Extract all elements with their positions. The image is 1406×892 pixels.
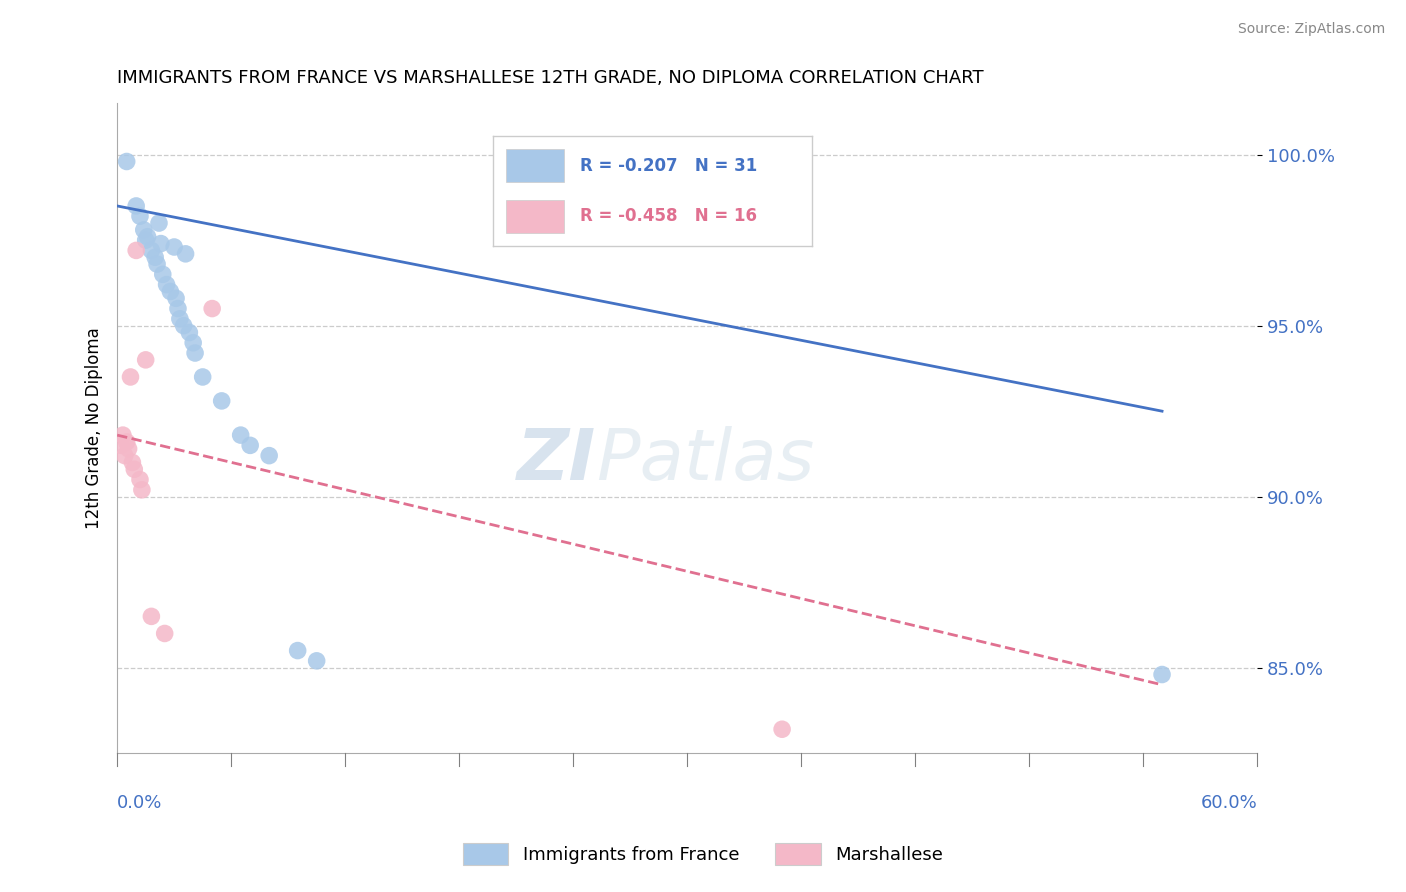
Point — [173, 318, 195, 333]
Point — [169, 311, 191, 326]
Point — [159, 285, 181, 299]
Point — [111, 428, 134, 442]
Point — [155, 277, 177, 292]
Point — [174, 247, 197, 261]
Point — [124, 462, 146, 476]
Point — [211, 393, 233, 408]
Point — [135, 233, 157, 247]
Point — [141, 609, 163, 624]
Point — [143, 250, 166, 264]
Point — [184, 346, 207, 360]
Point — [129, 473, 152, 487]
Point — [115, 154, 138, 169]
Legend: Immigrants from France, Marshallese: Immigrants from France, Marshallese — [454, 834, 952, 874]
Point — [129, 209, 152, 223]
Point — [152, 268, 174, 282]
Point — [163, 240, 186, 254]
Text: Patlas: Patlas — [596, 426, 814, 495]
Text: Source: ZipAtlas.com: Source: ZipAtlas.com — [1237, 22, 1385, 37]
Point — [125, 244, 148, 258]
Point — [201, 301, 224, 316]
Y-axis label: 12th Grade, No Diploma: 12th Grade, No Diploma — [86, 327, 103, 529]
Point — [181, 335, 204, 350]
Text: ZI: ZI — [516, 426, 596, 495]
Point — [115, 434, 138, 449]
Point — [165, 291, 187, 305]
Text: IMMIGRANTS FROM FRANCE VS MARSHALLESE 12TH GRADE, NO DIPLOMA CORRELATION CHART: IMMIGRANTS FROM FRANCE VS MARSHALLESE 12… — [117, 69, 984, 87]
Point — [770, 723, 793, 737]
Point — [135, 352, 157, 367]
Point — [146, 257, 169, 271]
Point — [148, 216, 170, 230]
Point — [191, 370, 214, 384]
Point — [287, 643, 309, 657]
Point — [167, 301, 190, 316]
Point — [136, 229, 159, 244]
Point — [117, 442, 139, 456]
Point — [257, 449, 280, 463]
Point — [239, 438, 262, 452]
Point — [153, 626, 176, 640]
Point — [179, 326, 201, 340]
Point — [121, 455, 143, 469]
Point — [120, 370, 142, 384]
Point — [229, 428, 252, 442]
Text: 60.0%: 60.0% — [1201, 794, 1257, 813]
Point — [1150, 667, 1173, 681]
Point — [141, 244, 163, 258]
Point — [114, 449, 136, 463]
Point — [132, 223, 155, 237]
Text: 0.0%: 0.0% — [117, 794, 163, 813]
Point — [305, 654, 328, 668]
Point — [131, 483, 153, 497]
Point — [110, 438, 132, 452]
Point — [149, 236, 172, 251]
Point — [125, 199, 148, 213]
